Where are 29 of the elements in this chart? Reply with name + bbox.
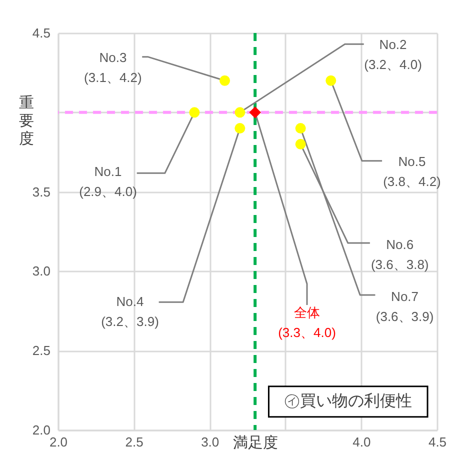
point xyxy=(326,75,336,86)
point xyxy=(295,123,306,134)
point xyxy=(234,107,246,118)
annotation: No.3 (3.1、4.2) xyxy=(84,50,142,86)
annotation: No.2 (3.2、4.0) xyxy=(364,36,422,72)
point xyxy=(189,107,200,118)
point xyxy=(295,138,306,150)
annotation: 全体 (3.3、4.0) xyxy=(278,304,336,340)
x-tick-label: 3.0 xyxy=(201,434,220,450)
y-tick-label: 2.0 xyxy=(32,422,50,438)
y-axis-title: 重要度 xyxy=(19,94,34,148)
x-tick-label: 4.0 xyxy=(352,434,371,450)
y-tick-label: 4.5 xyxy=(32,26,50,40)
point xyxy=(249,106,261,118)
y-tick-label: 3.0 xyxy=(32,264,50,279)
annotation: No.1 (2.9、4.0) xyxy=(79,164,137,199)
annotation: No.7 (3.6、3.9) xyxy=(376,289,434,324)
point xyxy=(220,75,230,86)
annotation: No.5 (3.8、4.2) xyxy=(383,154,441,190)
x-tick-label: 2.5 xyxy=(125,434,144,450)
y-tick-label: 2.5 xyxy=(32,343,50,358)
annotation: No.6 (3.6、3.8) xyxy=(370,237,429,272)
point xyxy=(234,123,246,134)
y-tick-label: 3.5 xyxy=(32,184,50,200)
x-tick-label: 4.5 xyxy=(428,434,447,450)
annotation: ㋑買い物の利便性 xyxy=(284,392,412,410)
x-tick-label: 2.0 xyxy=(49,434,68,450)
annotation: No.4 (3.2、3.9) xyxy=(101,294,159,330)
x-axis-title: 満足度 xyxy=(233,434,278,452)
